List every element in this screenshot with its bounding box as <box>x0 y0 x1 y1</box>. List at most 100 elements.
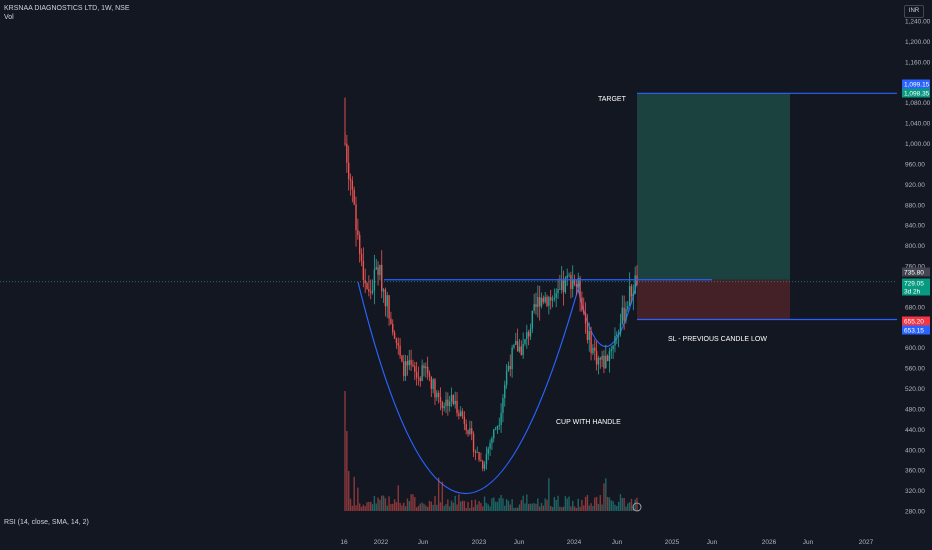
candle-body[interactable] <box>373 269 376 291</box>
candle-body[interactable] <box>581 297 583 311</box>
candle-body[interactable] <box>518 346 521 352</box>
candle-body[interactable] <box>494 429 497 431</box>
candle-body[interactable] <box>364 280 366 284</box>
candle-body[interactable] <box>597 357 600 365</box>
candle-body[interactable] <box>346 143 348 163</box>
candle-body[interactable] <box>577 277 579 287</box>
candle-body[interactable] <box>480 459 482 461</box>
candle-body[interactable] <box>557 289 559 294</box>
candle-body[interactable] <box>548 297 550 306</box>
candle-body[interactable] <box>542 297 545 303</box>
candle-body[interactable] <box>452 395 455 405</box>
candle-body[interactable] <box>509 365 511 370</box>
candle-body[interactable] <box>616 334 618 336</box>
candle-body[interactable] <box>360 253 363 261</box>
candle-body[interactable] <box>614 335 616 346</box>
candle-body[interactable] <box>355 204 357 231</box>
candle-body[interactable] <box>445 399 447 407</box>
candle-body[interactable] <box>504 384 506 399</box>
candle-body[interactable] <box>507 365 510 371</box>
candle-body[interactable] <box>515 340 517 345</box>
rsi-label[interactable]: RSI (14, close, SMA, 14, 2) <box>4 519 89 526</box>
candle-body[interactable] <box>540 297 543 307</box>
candle-body[interactable] <box>401 355 403 362</box>
candle-body[interactable] <box>386 295 388 307</box>
candle-body[interactable] <box>344 143 346 145</box>
candle-body[interactable] <box>601 355 603 360</box>
candle-body[interactable] <box>447 399 449 406</box>
candle-body[interactable] <box>351 180 354 190</box>
candle-body[interactable] <box>496 425 499 430</box>
candle-body[interactable] <box>414 366 416 372</box>
volume-label[interactable]: Vol <box>4 14 14 21</box>
candle-body[interactable] <box>467 430 469 434</box>
candle-body[interactable] <box>516 340 519 352</box>
candle-body[interactable] <box>392 324 394 333</box>
candle-body[interactable] <box>531 310 534 329</box>
candle-body[interactable] <box>562 280 565 293</box>
candle-body[interactable] <box>527 332 530 337</box>
candle-body[interactable] <box>404 361 407 377</box>
candle-body[interactable] <box>608 351 611 362</box>
candle-body[interactable] <box>436 392 438 398</box>
candle-body[interactable] <box>419 378 421 381</box>
candle-body[interactable] <box>634 275 636 294</box>
candle-body[interactable] <box>630 286 633 297</box>
candle-body[interactable] <box>450 395 453 402</box>
candle-body[interactable] <box>347 162 350 179</box>
candle-body[interactable] <box>434 379 436 398</box>
candle-body[interactable] <box>379 264 381 275</box>
candle-body[interactable] <box>544 296 546 303</box>
candle-body[interactable] <box>619 323 622 334</box>
candle-body[interactable] <box>599 357 601 360</box>
candle-body[interactable] <box>357 230 359 236</box>
candle-body[interactable] <box>439 397 442 403</box>
candle-body[interactable] <box>546 296 548 306</box>
candle-body[interactable] <box>533 304 535 311</box>
candle-body[interactable] <box>524 339 526 345</box>
candle-body[interactable] <box>377 267 379 275</box>
candle-body[interactable] <box>482 460 484 469</box>
candle-body[interactable] <box>410 360 412 365</box>
candle-body[interactable] <box>393 332 396 339</box>
candle-body[interactable] <box>595 351 598 365</box>
candle-body[interactable] <box>549 297 552 301</box>
candle-body[interactable] <box>472 433 475 452</box>
candle-body[interactable] <box>505 370 508 385</box>
candle-body[interactable] <box>575 284 578 287</box>
candle-body[interactable] <box>606 355 609 362</box>
candle-body[interactable] <box>583 310 585 313</box>
candle-body[interactable] <box>551 298 554 301</box>
candle-body[interactable] <box>628 286 631 306</box>
stop-zone[interactable] <box>637 279 790 320</box>
candle-body[interactable] <box>362 260 365 281</box>
candle-body[interactable] <box>579 277 581 298</box>
candle-body[interactable] <box>627 305 629 309</box>
candle-body[interactable] <box>568 274 570 276</box>
candle-body[interactable] <box>605 355 607 369</box>
candle-body[interactable] <box>403 361 405 377</box>
candle-body[interactable] <box>535 304 537 307</box>
candle-body[interactable] <box>426 366 429 374</box>
candle-body[interactable] <box>513 344 515 348</box>
candle-body[interactable] <box>526 332 528 340</box>
candle-body[interactable] <box>437 392 440 398</box>
candle-body[interactable] <box>487 448 489 454</box>
candle-body[interactable] <box>561 280 563 290</box>
event-marker-icon[interactable] <box>632 502 642 512</box>
candle-body[interactable] <box>483 464 486 469</box>
candle-body[interactable] <box>594 347 596 352</box>
candle-body[interactable] <box>461 411 464 417</box>
candle-body[interactable] <box>592 347 594 354</box>
candle-body[interactable] <box>485 453 488 465</box>
candle-body[interactable] <box>493 429 495 439</box>
candle-body[interactable] <box>476 452 478 453</box>
candle-body[interactable] <box>417 377 420 379</box>
candle-body[interactable] <box>371 290 374 293</box>
candle-body[interactable] <box>412 364 414 367</box>
candle-body[interactable] <box>399 345 401 356</box>
candle-body[interactable] <box>590 330 592 354</box>
candle-body[interactable] <box>381 264 383 292</box>
candle-body[interactable] <box>559 289 561 290</box>
